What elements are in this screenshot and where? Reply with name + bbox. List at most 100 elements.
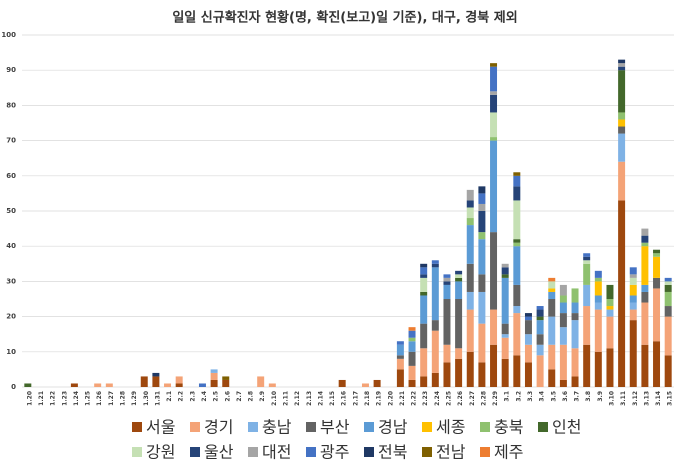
x-tick-label: 1.20 <box>26 391 33 406</box>
bar-segment <box>641 228 649 236</box>
bar-segment <box>629 302 637 310</box>
x-tick-label: 2.27 <box>469 391 476 406</box>
bar-segment <box>501 274 509 278</box>
bar-segment <box>105 383 113 387</box>
bar-segment <box>420 291 428 296</box>
bar-segment <box>641 242 649 247</box>
bar-segment <box>583 284 591 307</box>
bar-segment <box>583 344 591 387</box>
bar-segment <box>455 281 463 299</box>
bar-segment <box>501 358 509 387</box>
x-tick-label: 3.15 <box>667 391 674 406</box>
bar-segment <box>594 277 602 282</box>
x-tick-label: 3.4 <box>539 391 546 402</box>
legend-label: 강원 <box>146 443 175 462</box>
bar-segment <box>466 207 474 219</box>
bar-segment <box>513 284 521 307</box>
bar-segment <box>641 246 649 285</box>
bar-segment <box>466 189 474 201</box>
x-tick-label: 2.26 <box>457 391 464 406</box>
bar-segment <box>431 372 439 387</box>
bar-segment <box>594 270 602 278</box>
bar-segment <box>606 299 614 307</box>
bar-segment <box>490 94 498 113</box>
y-tick-label: 100 <box>1 31 16 39</box>
bar-segment <box>536 344 544 356</box>
bar-segment <box>559 295 567 303</box>
bar-segment <box>594 302 602 310</box>
x-tick-label: 2.22 <box>411 391 418 406</box>
x-tick-label: 2.14 <box>317 391 324 406</box>
bar-segment <box>455 277 463 282</box>
x-tick-label: 2.4 <box>201 391 208 402</box>
legend-swatch <box>132 447 142 457</box>
legend-label: 경기 <box>204 418 233 437</box>
x-tick-label: 2.15 <box>329 391 336 406</box>
bar-segment <box>490 66 498 92</box>
bar-segment <box>408 379 416 387</box>
x-tick-label: 2.10 <box>271 391 278 406</box>
bar-segment <box>559 313 567 328</box>
x-tick-label: 3.12 <box>632 391 639 406</box>
bar-segment <box>455 358 463 387</box>
legend-swatch <box>422 422 432 432</box>
bar-segment <box>501 277 509 324</box>
legend-label: 경남 <box>378 418 408 437</box>
bar-segment <box>408 327 416 331</box>
bar-segment <box>210 369 218 373</box>
bar-segment <box>466 200 474 208</box>
bar-segment <box>571 348 579 377</box>
bar-segment <box>606 309 614 317</box>
bar-segment <box>466 263 474 292</box>
bar-segment <box>175 383 183 387</box>
x-tick-label: 1.22 <box>50 391 57 406</box>
bar-segment <box>152 376 160 387</box>
x-tick-label: 1.23 <box>61 391 68 406</box>
bar-segment <box>443 299 451 345</box>
bar-segment <box>559 379 567 387</box>
bar-segment <box>443 344 451 363</box>
bar-segment <box>210 379 218 387</box>
bar-segment <box>338 379 346 387</box>
bar-segment <box>455 348 463 359</box>
bar-segment <box>455 299 463 349</box>
bar-segment <box>420 267 428 275</box>
bar-segment <box>490 232 498 310</box>
x-tick-label: 1.25 <box>85 391 92 406</box>
x-tick-label: 3.3 <box>527 391 534 402</box>
x-tick-label: 3.8 <box>585 391 592 402</box>
bar-segment <box>583 260 591 264</box>
bar-segment <box>490 309 498 345</box>
x-tick-label: 3.13 <box>643 391 650 406</box>
y-tick-label: 40 <box>6 242 16 250</box>
bar-segment <box>431 320 439 331</box>
bar-segment <box>606 284 614 299</box>
bar-segment <box>548 316 556 345</box>
bar-segment <box>443 284 451 299</box>
bar-segment <box>490 63 498 67</box>
x-tick-label: 2.19 <box>376 391 383 406</box>
x-tick-label: 2.11 <box>282 391 289 406</box>
bar-segment <box>408 337 416 342</box>
bar-segment <box>443 362 451 387</box>
legend-swatch <box>364 447 374 457</box>
bar-segment <box>606 306 614 310</box>
bar-segment <box>629 274 637 278</box>
legend-label: 전북 <box>378 443 407 462</box>
bar-segment <box>641 284 649 292</box>
legend-swatch <box>190 422 200 432</box>
bar-segment <box>559 302 567 314</box>
bar-segment <box>548 299 556 317</box>
x-tick-label: 1.31 <box>154 391 161 406</box>
bar-segment <box>478 239 486 275</box>
bar-segment <box>513 306 521 314</box>
bar-segment <box>501 267 509 275</box>
bar-segment <box>478 232 486 240</box>
bar-segment <box>629 295 637 303</box>
bar-segment <box>548 281 556 289</box>
bar-segment <box>536 306 544 310</box>
bar-segment <box>664 355 672 387</box>
bar-segment <box>618 133 626 162</box>
bar-segment <box>420 263 428 268</box>
